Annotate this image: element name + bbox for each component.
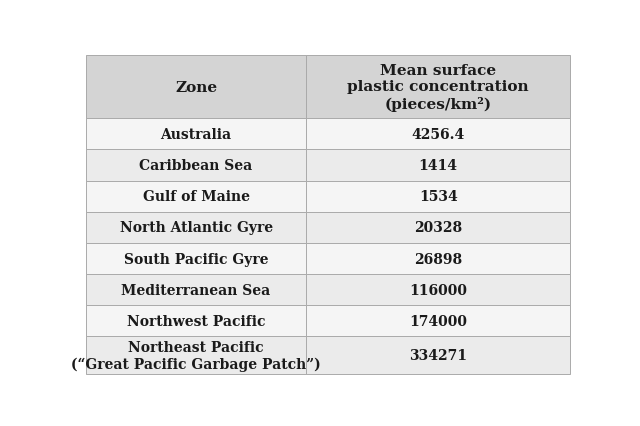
Bar bbox=[86, 305, 306, 337]
Bar bbox=[306, 274, 570, 305]
Text: South Pacific Gyre: South Pacific Gyre bbox=[124, 252, 268, 266]
Text: Australia: Australia bbox=[161, 128, 232, 141]
Bar bbox=[306, 243, 570, 274]
Text: Northeast Pacific
(“Great Pacific Garbage Patch”): Northeast Pacific (“Great Pacific Garbag… bbox=[71, 340, 321, 371]
Text: 26898: 26898 bbox=[414, 252, 462, 266]
Text: Caribbean Sea: Caribbean Sea bbox=[140, 159, 253, 173]
Bar bbox=[306, 119, 570, 150]
Text: 174000: 174000 bbox=[409, 314, 467, 328]
Text: Mediterranean Sea: Mediterranean Sea bbox=[122, 283, 271, 297]
Bar bbox=[306, 150, 570, 181]
Text: 1534: 1534 bbox=[419, 190, 458, 204]
Bar bbox=[306, 56, 570, 119]
Bar bbox=[306, 212, 570, 243]
Text: 116000: 116000 bbox=[409, 283, 467, 297]
Bar bbox=[86, 56, 306, 119]
Bar bbox=[306, 337, 570, 374]
Bar bbox=[86, 150, 306, 181]
Bar bbox=[306, 305, 570, 337]
Text: 334271: 334271 bbox=[409, 348, 467, 363]
Text: 4256.4: 4256.4 bbox=[412, 128, 465, 141]
Bar bbox=[86, 181, 306, 212]
Bar bbox=[86, 337, 306, 374]
Text: Mean surface
plastic concentration
(pieces/km²): Mean surface plastic concentration (piec… bbox=[348, 64, 529, 111]
Text: Northwest Pacific: Northwest Pacific bbox=[127, 314, 266, 328]
Text: Gulf of Maine: Gulf of Maine bbox=[143, 190, 250, 204]
Bar bbox=[86, 274, 306, 305]
Text: Zone: Zone bbox=[175, 81, 217, 95]
Bar bbox=[86, 212, 306, 243]
Bar bbox=[306, 181, 570, 212]
Bar bbox=[86, 119, 306, 150]
Text: 20328: 20328 bbox=[414, 221, 462, 235]
Text: North Atlantic Gyre: North Atlantic Gyre bbox=[120, 221, 273, 235]
Bar bbox=[86, 243, 306, 274]
Text: 1414: 1414 bbox=[419, 159, 458, 173]
